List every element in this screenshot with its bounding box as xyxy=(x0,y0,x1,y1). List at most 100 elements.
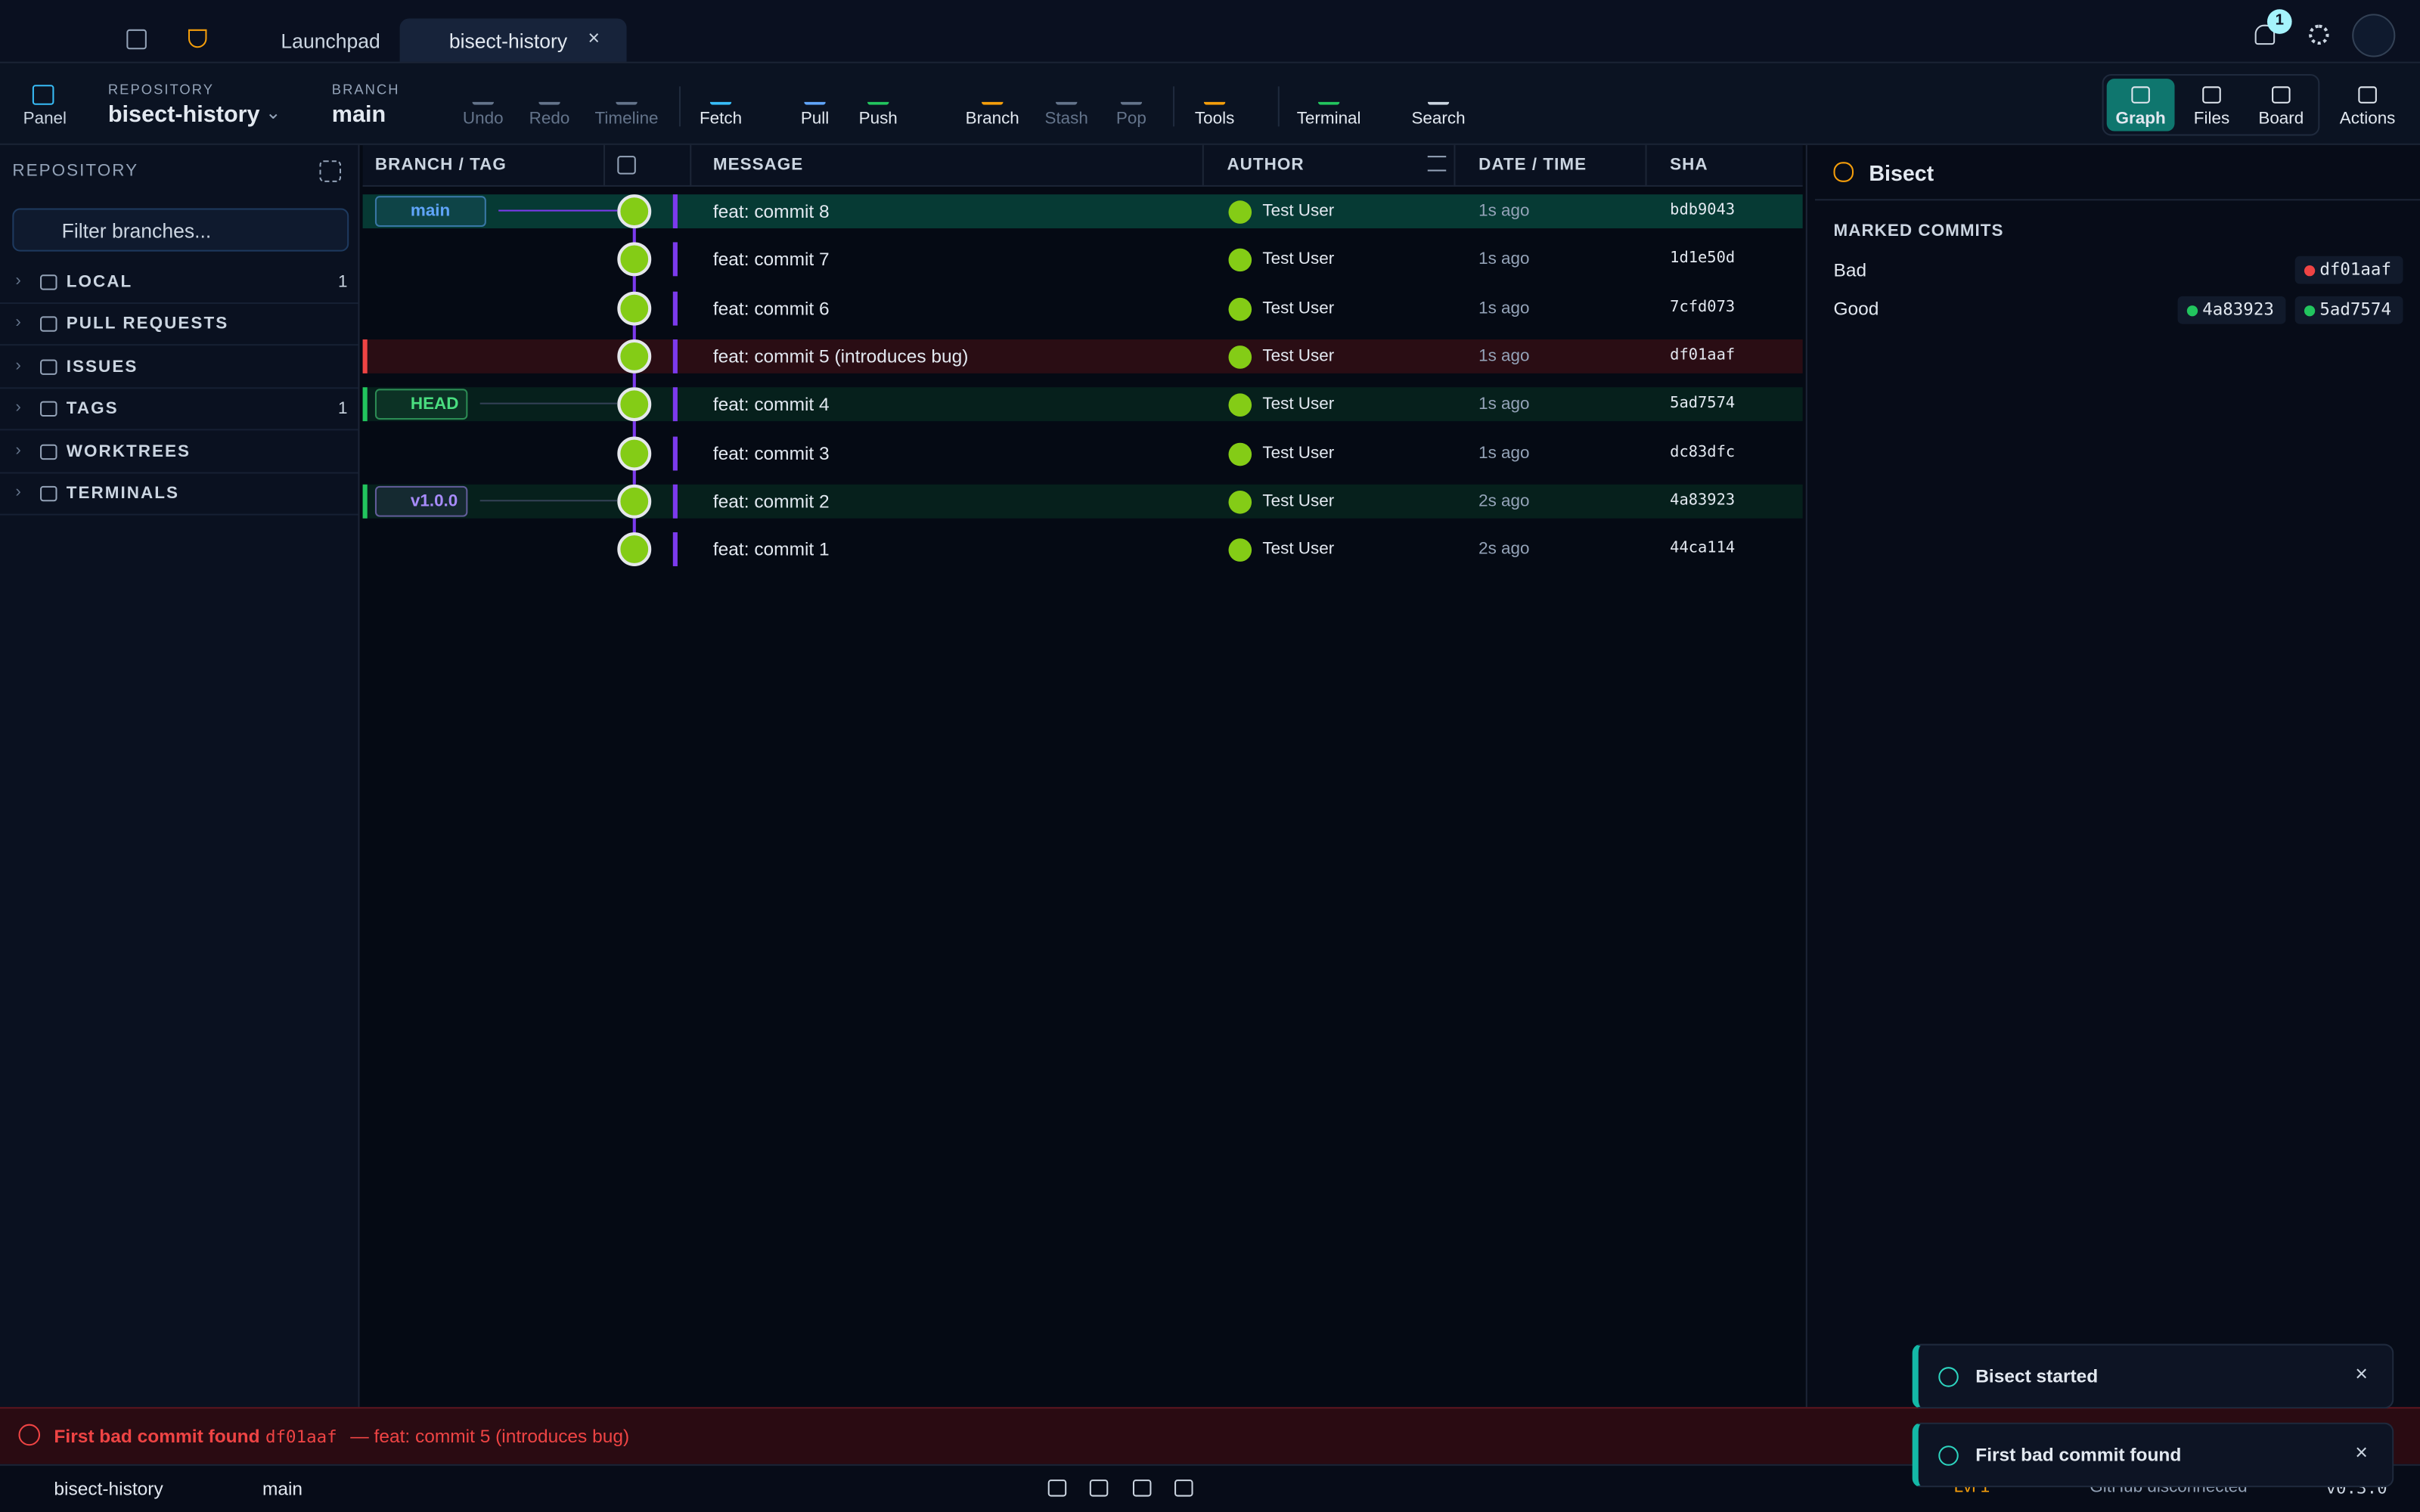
view-icon[interactable] xyxy=(2272,86,2291,104)
status-icon[interactable] xyxy=(1089,1479,1109,1497)
settings[interactable] xyxy=(2309,24,2329,45)
ref-connector xyxy=(498,209,618,212)
commit-row[interactable] xyxy=(362,194,1803,229)
toolbar-button[interactable]: Terminal xyxy=(1296,109,1361,129)
tab-close[interactable]: × xyxy=(588,26,600,50)
commit-row[interactable] xyxy=(362,484,1803,519)
panel-icon[interactable] xyxy=(32,85,54,105)
bisect-icon xyxy=(1833,162,1854,182)
column-header[interactable]: BRANCH / TAG xyxy=(374,156,507,175)
toast-close[interactable]: × xyxy=(2355,1360,2368,1386)
commit-author: Test User xyxy=(1262,250,1335,269)
toolbar-icon[interactable] xyxy=(1120,85,1143,105)
section-icon xyxy=(40,401,57,417)
lane-marker xyxy=(672,532,678,567)
toast[interactable] xyxy=(1912,1343,2394,1409)
commit-chip[interactable]: 5ad7574 xyxy=(2294,296,2403,324)
toolbar-icon[interactable] xyxy=(1317,85,1340,105)
toolbar-button[interactable]: Undo xyxy=(462,109,504,129)
toolbar-icon[interactable] xyxy=(981,85,1004,105)
sidebar-section[interactable] xyxy=(0,347,358,389)
toolbar-icon[interactable] xyxy=(709,85,732,105)
sidebar-section[interactable] xyxy=(0,432,358,473)
toolbar-button[interactable]: Timeline xyxy=(594,109,659,129)
commit-node xyxy=(617,339,652,373)
commit-row[interactable] xyxy=(363,436,1803,470)
commit-message: feat: commit 6 xyxy=(712,297,830,319)
toolbar-icon[interactable] xyxy=(538,85,560,105)
commit-row[interactable] xyxy=(363,243,1803,277)
toolbar-icon[interactable] xyxy=(1203,85,1226,105)
toolbar-button[interactable]: Fetch xyxy=(699,109,743,129)
lane-marker xyxy=(672,290,678,325)
view-icon[interactable] xyxy=(2358,86,2377,104)
commit-row[interactable] xyxy=(363,291,1803,325)
toolbar-icon[interactable] xyxy=(1427,85,1450,105)
toolbar-button[interactable]: Tools xyxy=(1194,109,1235,129)
toolbar-icon[interactable] xyxy=(804,85,826,105)
banner-icon xyxy=(18,1424,41,1446)
commit-row[interactable] xyxy=(363,532,1803,566)
author-avatar xyxy=(1228,200,1252,224)
trophy-icon[interactable] xyxy=(188,29,207,48)
table-header xyxy=(362,144,1803,187)
panel-label[interactable]: Panel xyxy=(23,109,67,129)
status-branch[interactable]: main xyxy=(262,1478,303,1500)
view-button[interactable]: Files xyxy=(2193,109,2230,129)
view-button[interactable]: Graph xyxy=(2115,109,2166,129)
toolbar-button[interactable]: Pop xyxy=(1115,109,1146,129)
toolbar-button[interactable]: Pull xyxy=(800,109,830,129)
ref-badge[interactable]: main xyxy=(374,196,486,227)
toolbar-button[interactable]: Redo xyxy=(529,109,570,129)
status-icon[interactable] xyxy=(1132,1479,1152,1497)
toast-icon xyxy=(1938,1445,1959,1466)
commit-row[interactable] xyxy=(362,339,1803,373)
sidebar-section[interactable] xyxy=(0,389,358,431)
filter-input[interactable]: Filter branches... xyxy=(12,208,349,252)
status-icon[interactable] xyxy=(1174,1479,1193,1497)
profile[interactable] xyxy=(2352,14,2396,57)
status-icon[interactable] xyxy=(1047,1479,1067,1497)
tab-active[interactable]: bisect-history xyxy=(399,18,627,62)
chip-dot xyxy=(2304,305,2316,317)
view-button[interactable]: Actions xyxy=(2339,109,2396,129)
ref-badge[interactable]: HEAD xyxy=(374,389,468,420)
sidebar-section[interactable] xyxy=(0,305,358,346)
separator xyxy=(1277,86,1280,127)
notification-badge: 1 xyxy=(2266,9,2292,34)
commit-row[interactable] xyxy=(362,387,1803,422)
ref-badge[interactable]: v1.0.0 xyxy=(374,485,468,517)
repo-name[interactable]: bisect-history xyxy=(107,101,260,129)
toast-close[interactable]: × xyxy=(2355,1439,2368,1464)
commit-sha: bdb9043 xyxy=(1670,202,1736,219)
toolbar-icon[interactable] xyxy=(1055,85,1078,105)
branch-name[interactable]: main xyxy=(331,101,386,129)
toolbar-icon[interactable] xyxy=(867,85,889,105)
view-icon[interactable] xyxy=(2131,86,2150,104)
toolbar-icon[interactable] xyxy=(616,85,638,105)
view-icon[interactable] xyxy=(2202,86,2221,104)
toast-icon xyxy=(1938,1367,1959,1387)
status-repo[interactable]: bisect-history xyxy=(54,1478,163,1500)
toolbar-button[interactable]: Search xyxy=(1411,109,1466,129)
section-name: TAGS xyxy=(66,399,119,419)
toolbar-button[interactable]: Push xyxy=(858,109,898,129)
section-count: 1 xyxy=(337,273,348,292)
bell[interactable] xyxy=(2254,24,2276,45)
sidebar-section[interactable] xyxy=(0,262,358,305)
sidebar-section[interactable] xyxy=(0,474,358,516)
column-header[interactable]: SHA xyxy=(1670,156,1708,175)
ref-connector xyxy=(479,499,618,501)
toolbar-button[interactable]: Stash xyxy=(1044,109,1088,129)
column-header[interactable]: MESSAGE xyxy=(712,156,804,175)
apps-icon[interactable] xyxy=(126,29,147,50)
column-header[interactable]: AUTHOR xyxy=(1227,156,1305,175)
toast[interactable] xyxy=(1912,1422,2394,1488)
view-button[interactable]: Board xyxy=(2258,109,2304,129)
toolbar-button[interactable]: Branch xyxy=(965,109,1019,129)
tab[interactable]: Launchpad xyxy=(281,29,380,53)
commit-node xyxy=(617,484,652,519)
locate-icon[interactable] xyxy=(319,160,342,182)
column-header[interactable]: DATE / TIME xyxy=(1478,156,1587,175)
toolbar-icon[interactable] xyxy=(472,85,495,105)
